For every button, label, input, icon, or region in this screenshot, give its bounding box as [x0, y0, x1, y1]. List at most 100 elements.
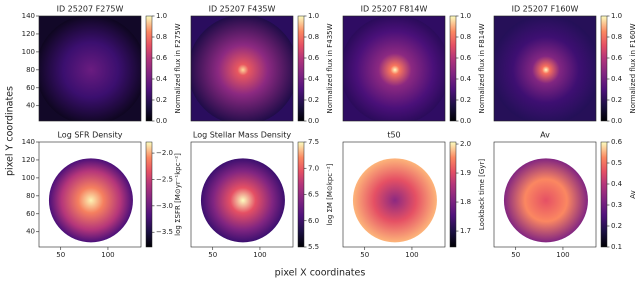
y-tick-label: 120 [22, 156, 35, 164]
y-axis-label: pixel Y coordinates [5, 86, 16, 176]
frame [190, 15, 294, 122]
colorbar-tick-label: −2.5 [156, 175, 173, 183]
x-tick-label: 100 [556, 251, 569, 259]
image [191, 142, 293, 247]
colorbar-tick-label: 0.3 [611, 201, 622, 209]
colorbar-tick-label: 0.2 [611, 222, 622, 230]
x-tick-label: 100 [405, 251, 418, 259]
colorbar-tick-label: 0.6 [611, 138, 623, 146]
colorbar-tick-label: 7.5 [308, 138, 319, 146]
colorbar-tick-label: −3.0 [156, 202, 173, 210]
colorbar-tick-label: 1.7 [460, 227, 471, 235]
x-tick-label: 50 [511, 251, 520, 259]
panel-title: Log SFR Density [57, 131, 122, 140]
colorbar [297, 15, 305, 122]
colorbar [145, 15, 153, 122]
colorbar-tick-label: 6.5 [308, 191, 319, 199]
colorbar-tick-label: 0.5 [611, 159, 622, 167]
x-tick-label: 50 [360, 251, 369, 259]
colorbar [145, 141, 153, 248]
panel-title: Log Stellar Mass Density [193, 131, 292, 140]
image [39, 16, 141, 121]
colorbar-tick-label: 0.6 [460, 54, 472, 62]
colorbar-tick-label: 1.0 [308, 12, 319, 20]
colorbar-tick-label: 0.4 [156, 75, 168, 83]
image-glow [494, 16, 596, 121]
panel-title: ID 25207 F160W [512, 5, 579, 14]
colorbar-tick-label: 0.8 [308, 33, 319, 41]
frame [493, 15, 597, 122]
y-tick-label: 140 [22, 138, 35, 146]
colorbar-tick-label: 0.0 [308, 117, 319, 125]
y-tick-label: 100 [22, 174, 35, 182]
image [343, 142, 445, 247]
colorbar-tick-label: 0.0 [611, 117, 622, 125]
colorbar-tick-label: −2.0 [156, 149, 173, 157]
panel-title: ID 25207 F814W [361, 5, 428, 14]
image [494, 142, 596, 247]
colorbar-tick-label: −3.5 [156, 228, 173, 236]
colorbar-tick-label: 0.4 [611, 75, 623, 83]
colorbar-tick-label: 0.6 [156, 54, 168, 62]
colorbar-tick-label: 5.5 [308, 243, 319, 251]
y-tick-label: 80 [26, 66, 35, 74]
y-tick-label: 60 [26, 210, 35, 218]
colorbar-tick-label: 0.2 [611, 96, 622, 104]
x-tick-label: 50 [208, 251, 217, 259]
y-tick-label: 140 [22, 12, 35, 20]
panel-title: Av [540, 131, 550, 140]
colorbar-tick-label: 0.4 [611, 180, 623, 188]
colorbar-label: Normalized flux in F435W [326, 23, 334, 113]
colorbar-tick-label: 1.9 [460, 169, 471, 177]
y-tick-label: 80 [26, 192, 35, 200]
colorbar-tick-label: 0.0 [156, 117, 167, 125]
colorbar-tick-label: 0.4 [460, 75, 472, 83]
y-tick-label: 40 [26, 102, 35, 110]
panel-title: ID 25207 F435W [209, 5, 276, 14]
colorbar-tick-label: 0.8 [611, 33, 622, 41]
y-tick-label: 120 [22, 30, 35, 38]
colorbar-tick-label: 1.0 [460, 12, 471, 20]
frame [493, 141, 597, 248]
image-glow [352, 158, 437, 243]
frame [342, 141, 446, 248]
colorbar-tick-label: 0.2 [156, 96, 167, 104]
image-glow [48, 158, 133, 243]
y-tick-label: 60 [26, 84, 35, 92]
image [39, 142, 141, 247]
colorbar-tick-label: 0.4 [308, 75, 320, 83]
panel-title: ID 25207 F275W [57, 5, 124, 14]
x-axis-label: pixel X coordinates [275, 268, 366, 279]
y-tick-label: 40 [26, 228, 35, 236]
colorbar-tick-label: 1.8 [460, 198, 471, 206]
image [191, 16, 293, 121]
colorbar-label: Normalized flux in F160W [629, 23, 635, 113]
image-glow [200, 158, 285, 243]
x-tick-label: 100 [253, 251, 266, 259]
colorbar-label: Lookback time [Gyr] [478, 159, 486, 230]
colorbar-label: Av [629, 190, 635, 199]
image-glow [503, 158, 588, 243]
colorbar [449, 15, 457, 122]
colorbar [449, 141, 457, 248]
frame [342, 15, 446, 122]
image-glow [191, 16, 293, 121]
frame [190, 141, 294, 248]
colorbar [297, 141, 305, 248]
colorbar-tick-label: 1.0 [156, 12, 167, 20]
colorbar-tick-label: 0.8 [156, 33, 167, 41]
y-tick-label: 100 [22, 48, 35, 56]
colorbar-tick-label: 7.0 [308, 164, 319, 172]
x-tick-label: 100 [101, 251, 114, 259]
colorbar-tick-label: 0.8 [460, 33, 471, 41]
colorbar-tick-label: 0.2 [308, 96, 319, 104]
image [343, 16, 445, 121]
colorbar-label: Normalized flux in F814W [478, 23, 486, 113]
colorbar-tick-label: 0.6 [308, 54, 320, 62]
frame [38, 15, 142, 122]
colorbar [600, 141, 608, 248]
colorbar-tick-label: 0.6 [611, 54, 623, 62]
image [494, 16, 596, 121]
colorbar-label: log ΣM [M⊙kpc⁻²] [326, 163, 334, 225]
colorbar-tick-label: 1.0 [611, 12, 622, 20]
